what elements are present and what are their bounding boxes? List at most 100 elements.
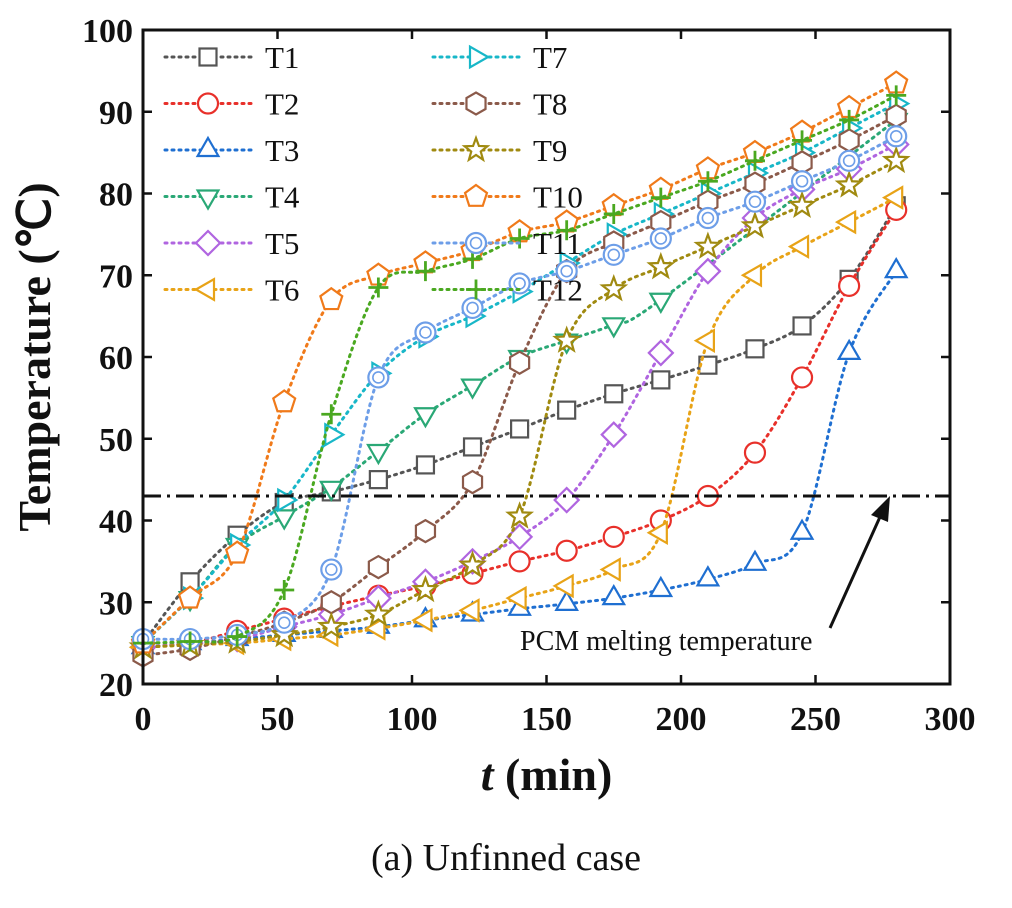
data-point [792, 316, 812, 336]
data-point [319, 286, 344, 311]
data-point [319, 480, 344, 503]
legend-item-t12: T12 [431, 273, 583, 308]
data-point [694, 257, 722, 285]
data-point [834, 209, 857, 235]
legend-item-t5: T5 [163, 226, 299, 261]
data-point [227, 626, 248, 647]
data-point [461, 296, 484, 320]
data-point [787, 234, 810, 259]
legend-item-t7: T7 [431, 40, 567, 75]
legend-item-t8: T8 [431, 87, 567, 122]
data-point [651, 370, 671, 390]
legend-label: T12 [533, 273, 583, 308]
data-point [885, 103, 907, 129]
data-point [552, 325, 582, 353]
y-tick-label: 50 [99, 422, 133, 459]
data-point [648, 292, 674, 314]
legend: T1 T2 T3 T4 T5 T6 T7 T8 T9 T10 T11 T12 [163, 40, 583, 308]
data-point [790, 366, 814, 389]
data-point [508, 350, 531, 375]
data-point [364, 616, 386, 641]
annotation-arrow-head [871, 496, 890, 522]
data-point [602, 243, 625, 266]
data-point [413, 407, 438, 429]
data-point [316, 611, 346, 640]
data-point [836, 338, 862, 361]
data-point [224, 540, 250, 564]
legend-marker [193, 277, 216, 302]
data-point [557, 400, 577, 420]
x-tick-label: 50 [261, 701, 295, 738]
data-point [650, 187, 671, 208]
data-point [462, 437, 483, 457]
data-point [648, 575, 674, 598]
y-tick-label: 80 [99, 177, 133, 214]
data-point [273, 611, 296, 634]
data-point [552, 573, 574, 599]
y-tick-label: 100 [82, 13, 133, 50]
x-tick-label: 300 [925, 701, 976, 738]
x-tick-label: 200 [656, 701, 707, 738]
data-point [647, 339, 675, 367]
data-point [881, 145, 911, 174]
data-point [411, 607, 433, 633]
legend-marker [461, 134, 491, 163]
data-point [790, 170, 814, 193]
data-point [367, 366, 390, 389]
data-point [320, 558, 343, 581]
legend-label: T1 [265, 40, 299, 75]
data-point [838, 128, 860, 153]
data-point [510, 419, 530, 439]
legend-label: T11 [533, 226, 582, 261]
data-point [368, 277, 389, 298]
legend-item-t3: T3 [163, 133, 299, 168]
data-point [789, 518, 815, 540]
data-point [883, 256, 909, 279]
data-point [599, 557, 621, 582]
data-point [649, 227, 672, 250]
legend-label: T3 [265, 133, 299, 168]
data-point [415, 455, 436, 475]
data-point [885, 125, 908, 148]
data-point [696, 206, 720, 230]
data-point [555, 260, 578, 283]
legend-marker [463, 183, 489, 207]
data-point [461, 469, 484, 495]
data-point [745, 339, 765, 359]
data-point [364, 584, 392, 612]
y-tick-label: 30 [99, 585, 133, 622]
data-point [556, 220, 577, 241]
data-point [508, 272, 531, 295]
data-point [839, 109, 860, 130]
data-point [505, 585, 527, 611]
data-point [601, 317, 627, 339]
data-point [646, 251, 676, 280]
x-tick-label: 150 [521, 701, 572, 738]
series-line [141, 102, 898, 645]
y-tick-label: 90 [99, 95, 133, 132]
legend-marker [196, 92, 220, 115]
legend-marker [195, 189, 221, 211]
data-point [693, 328, 716, 353]
data-point [458, 550, 487, 578]
data-point [838, 274, 861, 297]
legend-marker [468, 44, 491, 70]
tick-layer: 0 50 100 150 200 250 300 20 30 40 50 60 70 80 90 100 [82, 13, 976, 738]
legend-marker [198, 47, 218, 67]
y-tick-label: 20 [99, 667, 133, 704]
legend-marker [464, 231, 488, 255]
y-axis-title: Temperature (℃) [9, 182, 60, 531]
data-point [414, 321, 437, 344]
data-point [881, 185, 904, 210]
series-layer [128, 70, 911, 668]
data-point [508, 550, 531, 573]
legend-item-t11: T11 [431, 226, 582, 261]
x-tick-label: 0 [135, 701, 152, 738]
data-point [834, 170, 864, 198]
legend-label: T10 [533, 180, 583, 215]
legend-marker [195, 135, 221, 158]
legend-label: T9 [533, 133, 567, 168]
legend-item-t2: T2 [163, 87, 299, 122]
figure-caption: (a) Unfinned case [370, 837, 642, 879]
